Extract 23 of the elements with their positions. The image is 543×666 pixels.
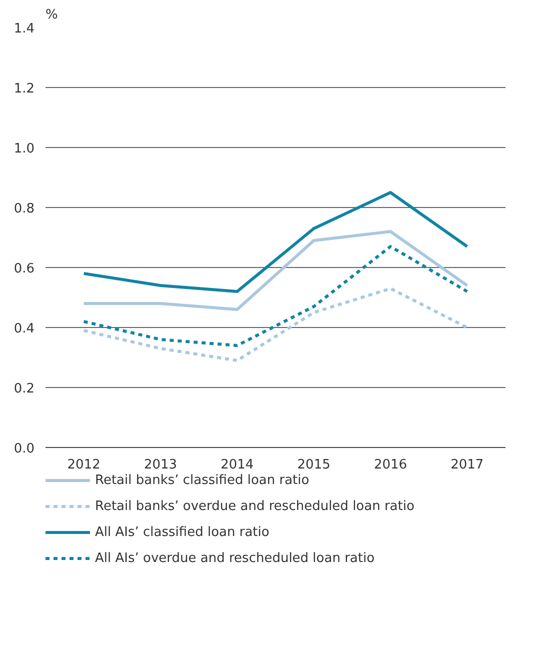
y-tick-label: 1.2 xyxy=(14,82,35,96)
line-series xyxy=(82,287,469,362)
line-series xyxy=(82,245,469,347)
x-tick-label: 2015 xyxy=(297,458,330,472)
legend-label: All AIs’ overdue and rescheduled loan ratio xyxy=(95,550,375,567)
y-tick-label: 0.4 xyxy=(14,322,35,336)
y-tick-label: 1.4 xyxy=(14,22,35,36)
y-tick-label: 0.8 xyxy=(14,202,35,216)
x-tick-label: 2012 xyxy=(67,458,100,472)
x-tick-label: 2014 xyxy=(220,458,254,472)
line-series xyxy=(82,230,469,311)
legend-label: Retail banks’ overdue and rescheduled loan ratio xyxy=(95,498,414,515)
y-tick-label: 1.0 xyxy=(14,142,35,156)
y-axis-title: % xyxy=(46,8,58,22)
line-series xyxy=(82,191,469,293)
y-tick-label: 0.2 xyxy=(14,382,35,396)
x-tick-label: 2017 xyxy=(450,458,484,472)
x-tick-label: 2013 xyxy=(144,458,178,472)
y-tick-label: 0.6 xyxy=(14,262,35,276)
legend-label: Retail banks’ classified loan ratio xyxy=(95,472,310,489)
x-tick-label: 2016 xyxy=(374,458,408,472)
legend-label: All AIs’ classified loan ratio xyxy=(95,524,270,541)
y-tick-label: 0.0 xyxy=(14,442,35,456)
